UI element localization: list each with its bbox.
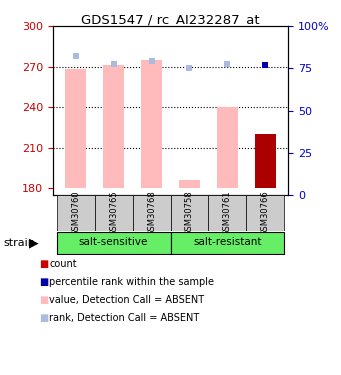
Bar xyxy=(255,134,276,188)
Bar xyxy=(94,195,133,231)
Text: GSM30766: GSM30766 xyxy=(261,190,270,236)
Bar xyxy=(217,107,238,188)
Bar xyxy=(57,232,170,254)
Text: GSM30758: GSM30758 xyxy=(185,190,194,236)
Text: GSM30761: GSM30761 xyxy=(223,190,232,236)
Bar xyxy=(133,195,170,231)
Text: value, Detection Call = ABSENT: value, Detection Call = ABSENT xyxy=(49,296,205,305)
Text: ■: ■ xyxy=(39,314,48,323)
Bar xyxy=(103,65,124,188)
Bar xyxy=(65,69,86,188)
Text: GSM30760: GSM30760 xyxy=(71,190,80,236)
Text: ■: ■ xyxy=(39,278,48,287)
Text: salt-sensitive: salt-sensitive xyxy=(79,237,148,248)
Bar xyxy=(247,195,284,231)
Text: strain: strain xyxy=(3,238,35,248)
Text: rank, Detection Call = ABSENT: rank, Detection Call = ABSENT xyxy=(49,314,200,323)
Text: ■: ■ xyxy=(39,296,48,305)
Bar xyxy=(141,60,162,188)
Bar xyxy=(179,180,200,188)
Bar xyxy=(170,232,284,254)
Text: GSM30768: GSM30768 xyxy=(147,190,156,236)
Text: percentile rank within the sample: percentile rank within the sample xyxy=(49,278,214,287)
Text: ▶: ▶ xyxy=(29,236,39,249)
Text: count: count xyxy=(49,260,77,269)
Bar xyxy=(170,195,208,231)
Bar xyxy=(208,195,247,231)
Text: salt-resistant: salt-resistant xyxy=(193,237,262,248)
Text: ■: ■ xyxy=(39,260,48,269)
Text: GSM30765: GSM30765 xyxy=(109,190,118,236)
Bar xyxy=(57,195,94,231)
Text: GDS1547 / rc_AI232287_at: GDS1547 / rc_AI232287_at xyxy=(81,13,260,26)
